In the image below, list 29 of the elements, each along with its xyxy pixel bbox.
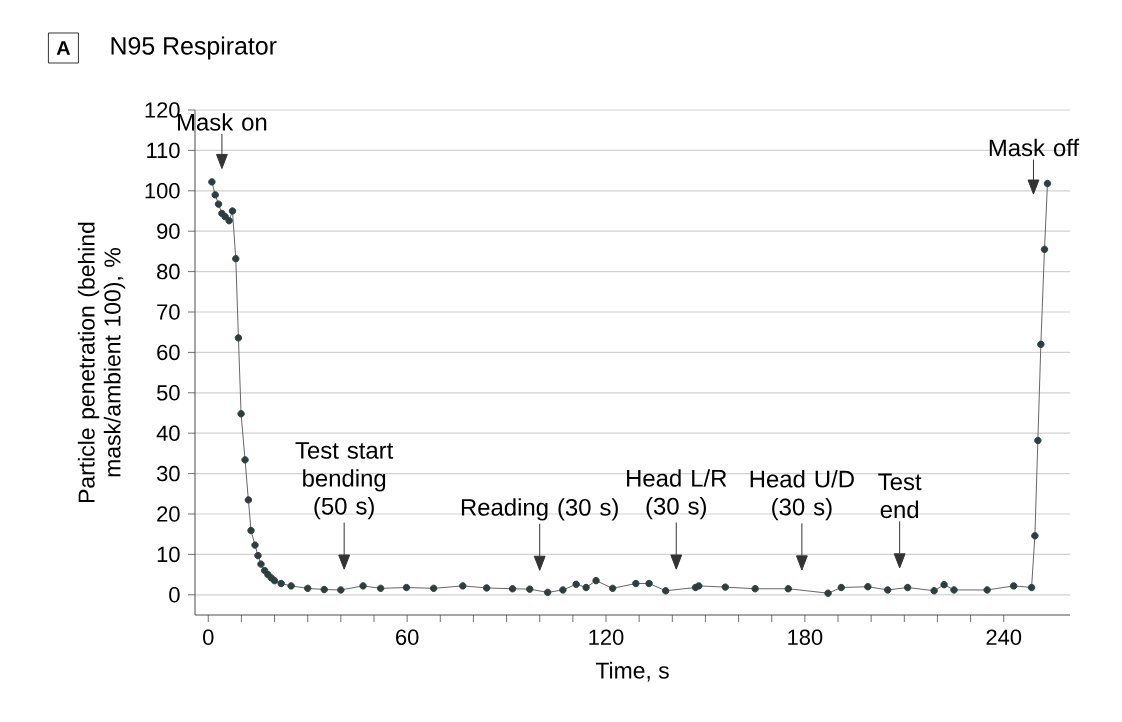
y-tick-label: 120 xyxy=(145,102,180,118)
x-tick-label: 180 xyxy=(788,629,823,646)
y-tick-label: 10 xyxy=(157,546,180,563)
y-tick-label: 70 xyxy=(157,304,180,320)
y-tick-label: 30 xyxy=(156,465,180,482)
y-tick-label: 20 xyxy=(157,506,180,522)
annotation: Head L/R (30 s) xyxy=(627,469,727,520)
x-tick-label: 0 xyxy=(203,629,214,646)
chart-title: N95 Respirator xyxy=(111,36,277,60)
annotation: Test start bending (50 s) xyxy=(295,442,394,520)
y-tick-label: 60 xyxy=(157,344,180,361)
annotation: Mask off xyxy=(989,138,1080,157)
text: A xyxy=(56,41,71,55)
x-tick-label: 240 xyxy=(986,629,1022,646)
annotation: Head U/D (30 s) xyxy=(750,469,854,521)
y-tick-label: 100 xyxy=(145,183,180,199)
y-tick-label: 110 xyxy=(147,142,180,159)
y-tick-label: 80 xyxy=(157,263,180,280)
x-tick-label: 60 xyxy=(396,629,419,646)
y-tick-label: 50 xyxy=(157,385,180,401)
y-tick-label: 40 xyxy=(156,425,180,441)
y-tick-label: 90 xyxy=(157,223,180,239)
y-tick-label: 0 xyxy=(169,587,180,603)
y-axis-title: Particle penetration (behind mask/ambient 100), % xyxy=(77,222,126,503)
x-axis-title: Time, s xyxy=(595,661,669,682)
annotation: Reading (30 s) xyxy=(461,498,618,521)
annotation: Mask on xyxy=(178,113,267,131)
x-tick-label: 120 xyxy=(589,629,624,646)
annotation: Test end xyxy=(878,473,922,519)
